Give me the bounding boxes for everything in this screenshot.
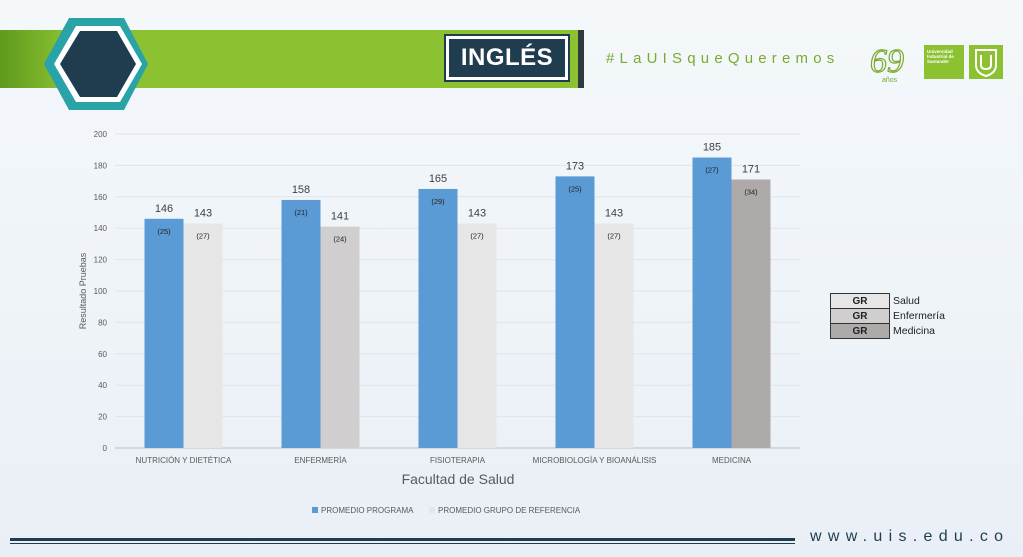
bar-value-label: 165: [429, 173, 447, 185]
institution-logo: Universidad Industrial de Santander: [924, 45, 964, 79]
header-banner-edge: [578, 30, 584, 88]
legend-swatch: [429, 507, 435, 513]
x-tick-label: FISIOTERAPIA: [430, 456, 486, 465]
y-tick-label: 20: [98, 413, 107, 422]
group-legend-code: GR: [830, 308, 890, 324]
y-tick-label: 180: [94, 161, 108, 170]
group-legend-name: Salud: [893, 295, 920, 307]
bar-value-label: 141: [331, 211, 349, 223]
y-tick-label: 160: [94, 193, 108, 202]
bar: [692, 157, 732, 449]
group-legend-code: GR: [830, 293, 890, 309]
group-legend-row: GR Medicina: [830, 323, 946, 339]
y-tick-label: 100: [94, 287, 108, 296]
institution-name: Universidad Industrial de Santander: [927, 49, 954, 64]
bar: [281, 199, 321, 448]
group-legend-code: GR: [830, 323, 890, 339]
y-tick-label: 140: [94, 224, 108, 233]
y-tick-label: 200: [94, 130, 108, 139]
anniversary-number: 69: [870, 43, 904, 80]
x-axis-label: Facultad de Salud: [402, 471, 515, 487]
bar: [418, 188, 458, 448]
anniversary-sub: años: [882, 77, 898, 84]
y-tick-label: 120: [94, 256, 108, 265]
bar: [320, 226, 360, 448]
anniversary-logo-icon: 69 años: [869, 42, 904, 84]
y-axis-label: Resultado Pruebas: [78, 252, 88, 329]
bar: [594, 223, 634, 448]
legend-label: PROMEDIO GRUPO DE REFERENCIA: [438, 506, 581, 515]
bar-value-label: 158: [292, 184, 310, 196]
bar: [144, 218, 184, 448]
bar-count-label: (24): [333, 235, 347, 244]
bar-count-label: (27): [607, 231, 621, 240]
bar-count-label: (27): [470, 231, 484, 240]
footer-rule-thin: [10, 543, 795, 544]
group-legend-table: GR Salud GR Enfermería GR Medicina: [830, 293, 946, 339]
y-tick-label: 40: [98, 381, 107, 390]
uis-shield-icon: [969, 45, 1003, 79]
bar-count-label: (25): [157, 227, 171, 236]
y-axis-ticks: 0 20 40 60 80 100 120 140 160 180 200: [94, 130, 108, 453]
x-tick-label: ENFERMERÍA: [294, 456, 347, 465]
bar: [457, 223, 497, 448]
bar-count-label: (25): [568, 184, 582, 193]
hexagon-logo-icon: [44, 18, 148, 110]
group-legend-name: Medicina: [893, 325, 936, 337]
bar-count-label: (21): [294, 208, 308, 217]
y-tick-label: 80: [98, 318, 107, 327]
bar-value-label: 143: [194, 207, 212, 219]
y-tick-label: 0: [103, 444, 108, 453]
bar-count-label: (29): [431, 197, 445, 206]
bar-value-label: 143: [468, 207, 486, 219]
bar-count-label: (27): [705, 166, 719, 175]
x-axis-ticks: NUTRICIÓN Y DIETÉTICA ENFERMERÍA FISIOTERA…: [136, 456, 752, 465]
x-tick-label: MEDICINA: [712, 456, 752, 465]
bar-value-label: 143: [605, 207, 623, 219]
x-tick-label: NUTRICIÓN Y DIETÉTICA: [136, 456, 232, 465]
bar: [183, 223, 223, 448]
group-legend-row: GR Enfermería: [830, 308, 946, 324]
bar-value-label: 171: [742, 164, 760, 176]
bar-value-label: 146: [155, 203, 173, 215]
x-tick-label: MICROBIOLOGÍA Y BIOANÁLISIS: [533, 456, 657, 465]
chart-legend: PROMEDIO PROGRAMA PROMEDIO GRUPO DE REFER…: [312, 506, 581, 515]
bar-value-label: 185: [703, 142, 721, 154]
bar-count-label: (27): [196, 231, 210, 240]
bar: [555, 176, 595, 448]
page-title: INGLÉS: [444, 34, 570, 82]
chart-data-labels: 146 (25) 143 (27) 158 (21) 141 (24) 165 (29) 143 (2…: [155, 142, 760, 244]
bar-count-label: (34): [744, 188, 758, 197]
group-legend-name: Enfermería: [893, 310, 945, 322]
legend-label: PROMEDIO PROGRAMA: [321, 506, 414, 515]
footer-url[interactable]: www.uis.edu.co: [810, 528, 1010, 545]
bar: [731, 179, 771, 448]
legend-swatch: [312, 507, 318, 513]
chart-bars: [144, 157, 771, 449]
footer-rule: [10, 538, 795, 541]
bar-value-label: 173: [566, 160, 584, 172]
hashtag: #LaUISqueQueremos: [606, 50, 840, 67]
group-legend-row: GR Salud: [830, 293, 946, 309]
y-tick-label: 60: [98, 350, 107, 359]
